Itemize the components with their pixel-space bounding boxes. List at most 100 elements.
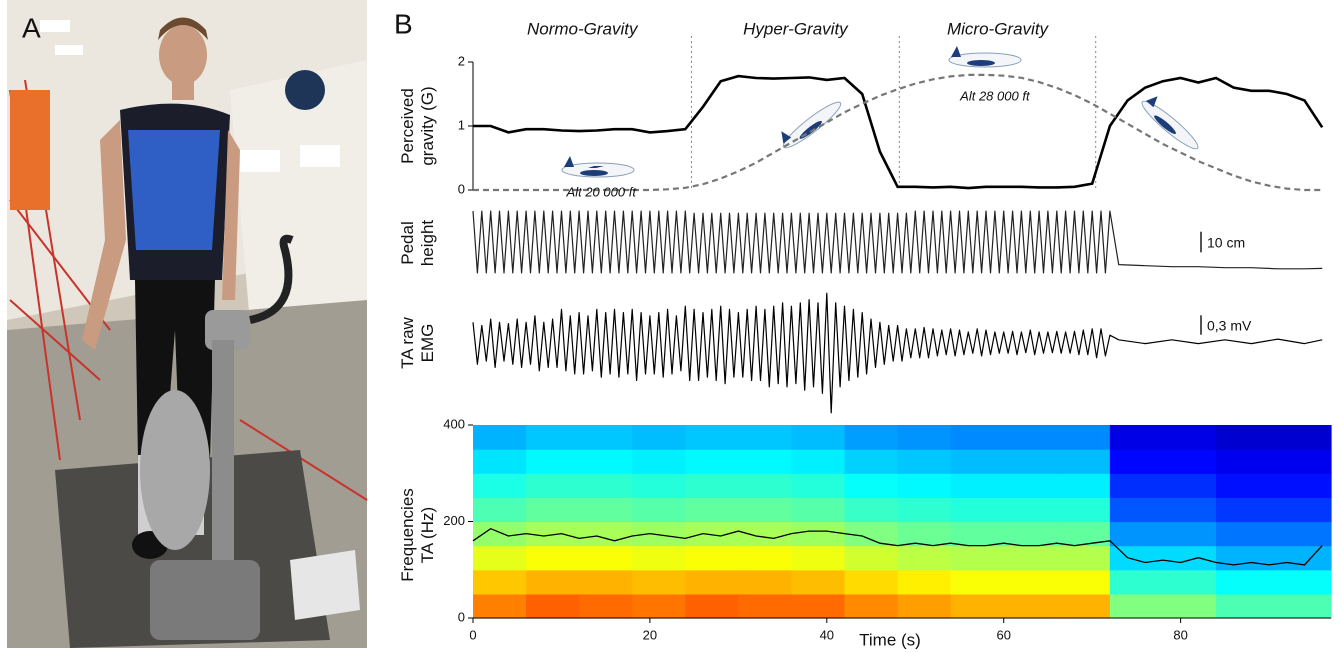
heat-cell xyxy=(579,449,633,474)
y-tick-label: 2 xyxy=(458,53,465,68)
heat-cell xyxy=(1003,569,1058,595)
heat-cell xyxy=(950,569,1005,595)
x-tick-label: 60 xyxy=(996,627,1010,642)
y-tick-label: 400 xyxy=(443,416,465,431)
aircraft-icon xyxy=(781,101,842,149)
heat-cell xyxy=(473,545,527,571)
x-tick-label: 0 xyxy=(469,627,476,642)
heat-cell xyxy=(844,425,899,450)
heat-cell xyxy=(1056,545,1111,571)
series-line xyxy=(473,74,1324,190)
heat-cell xyxy=(473,497,527,523)
heat-cell xyxy=(844,521,899,547)
heat-cell xyxy=(897,497,952,523)
heat-cell xyxy=(950,425,1005,450)
heat-cell xyxy=(526,545,580,571)
heat-cell xyxy=(632,545,686,571)
heat-cell xyxy=(897,545,952,571)
heat-cell xyxy=(526,569,580,595)
heat-cell xyxy=(526,449,580,474)
scale-bar-label: 0,3 mV xyxy=(1207,318,1252,334)
heat-cell xyxy=(1056,569,1111,595)
aircraft-icon xyxy=(948,46,1022,68)
heat-cell xyxy=(950,449,1005,474)
heat-cell xyxy=(950,593,1005,619)
heat-cell xyxy=(579,473,633,498)
crew-member xyxy=(10,90,50,210)
heat-cell xyxy=(1003,521,1058,547)
heat-cell xyxy=(1216,497,1332,523)
heat-cell xyxy=(791,593,846,619)
heat-cell xyxy=(685,425,739,450)
heat-cell xyxy=(1003,545,1058,571)
heat-cell xyxy=(1216,473,1332,498)
heat-cell xyxy=(1003,425,1058,450)
series-line xyxy=(473,73,1323,192)
heat-cell xyxy=(1056,449,1111,474)
heat-cell xyxy=(950,545,1005,571)
heat-cell xyxy=(1109,521,1217,547)
heat-cell xyxy=(950,521,1005,547)
median-frequency-line xyxy=(472,527,1323,566)
heat-cell xyxy=(685,569,739,595)
heat-cell xyxy=(1003,593,1058,619)
heat-cell xyxy=(844,497,899,523)
heat-cell xyxy=(1003,473,1058,498)
heat-cell xyxy=(473,593,527,619)
heat-cell xyxy=(950,473,1005,498)
heat-cell xyxy=(579,425,633,450)
heat-cell xyxy=(473,449,527,474)
heat-cell xyxy=(738,449,793,474)
panel-label: A xyxy=(22,12,41,43)
heat-cell xyxy=(1216,425,1332,450)
heat-cell xyxy=(1003,449,1058,474)
heat-cell xyxy=(1109,569,1217,595)
window xyxy=(240,150,280,172)
heat-cell xyxy=(791,449,846,474)
heat-cell xyxy=(632,569,686,595)
heat-cell xyxy=(632,425,686,450)
heat-cell xyxy=(1216,545,1332,571)
heat-cell xyxy=(897,593,952,619)
label-box xyxy=(290,550,360,620)
heat-cell xyxy=(1056,497,1111,523)
ergometer xyxy=(140,234,294,640)
phase-label: Normo-Gravity xyxy=(527,19,639,38)
heat-cell xyxy=(1109,593,1217,619)
heat-cell xyxy=(526,593,580,619)
y-tick-label: 200 xyxy=(443,513,465,528)
heat-cell xyxy=(685,473,739,498)
heat-cell xyxy=(844,473,899,498)
heat-cell xyxy=(579,593,633,619)
aircraft-icon xyxy=(561,156,635,178)
heat-cell xyxy=(579,545,633,571)
heat-cell xyxy=(579,569,633,595)
heat-cell xyxy=(738,545,793,571)
heat-cell xyxy=(526,521,580,547)
heat-cell xyxy=(685,593,739,619)
heat-cell xyxy=(526,497,580,523)
y-axis-label: TA raw EMG xyxy=(398,317,437,369)
heat-cell xyxy=(473,473,527,498)
heat-cell xyxy=(579,521,633,547)
heat-cell xyxy=(738,425,793,450)
platform xyxy=(55,450,330,648)
heat-cell xyxy=(738,569,793,595)
heat-cell xyxy=(791,521,846,547)
heat-cell xyxy=(1109,473,1217,498)
heat-cell xyxy=(685,449,739,474)
heat-cell xyxy=(1216,569,1332,595)
y-tick-label: 0 xyxy=(458,181,465,196)
x-tick-label: 20 xyxy=(643,627,657,642)
phase-label: Hyper-Gravity xyxy=(743,19,849,38)
heat-cell xyxy=(791,473,846,498)
heat-cell xyxy=(791,545,846,571)
heat-cell xyxy=(685,497,739,523)
heat-cell xyxy=(950,497,1005,523)
heat-cell xyxy=(738,497,793,523)
heat-cell xyxy=(738,593,793,619)
heat-cell xyxy=(632,521,686,547)
heat-cell xyxy=(526,473,580,498)
y-axis-label: Perceived gravity (G) xyxy=(398,86,437,166)
